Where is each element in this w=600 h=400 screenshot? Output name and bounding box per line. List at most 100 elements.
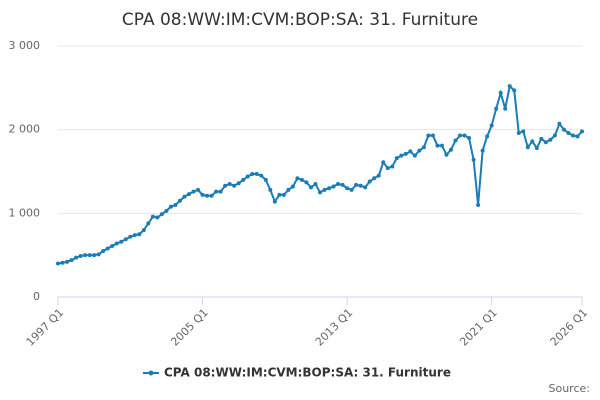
point — [381, 160, 386, 165]
point — [575, 134, 580, 139]
x-tick-label: 2005 Q1 — [168, 306, 211, 349]
legend-marker — [148, 370, 154, 376]
point — [286, 187, 291, 192]
point — [426, 133, 431, 138]
point — [376, 173, 381, 178]
point — [417, 148, 422, 153]
point — [191, 189, 196, 194]
point — [128, 234, 133, 239]
point — [336, 182, 341, 187]
y-tick-label: 3 000 — [9, 39, 41, 52]
point — [512, 88, 517, 93]
point — [74, 255, 79, 260]
point — [150, 214, 155, 219]
point — [241, 177, 246, 182]
point — [146, 221, 151, 226]
point — [385, 166, 390, 171]
point — [227, 182, 232, 187]
point — [412, 153, 417, 158]
point — [65, 259, 70, 264]
point — [498, 90, 503, 95]
point — [489, 123, 494, 128]
point — [92, 253, 97, 258]
point — [78, 254, 83, 259]
point — [141, 228, 146, 233]
point — [354, 182, 359, 187]
point — [331, 184, 336, 189]
point — [159, 212, 164, 217]
point — [561, 127, 566, 132]
point — [390, 164, 395, 169]
point — [299, 177, 304, 182]
x-tick-label: 2026 Q1 — [548, 306, 591, 349]
point — [557, 121, 562, 126]
point — [110, 243, 115, 248]
point — [327, 186, 332, 191]
point — [304, 180, 309, 185]
point — [521, 129, 526, 134]
point — [485, 134, 490, 139]
point — [277, 192, 282, 197]
point — [105, 246, 110, 251]
point — [439, 143, 444, 148]
point — [543, 140, 548, 145]
point — [363, 185, 368, 190]
y-tick-label: 0 — [33, 290, 40, 303]
point — [69, 258, 74, 263]
point — [56, 261, 60, 266]
point — [449, 147, 453, 152]
point — [358, 183, 363, 188]
point — [295, 176, 300, 181]
point — [408, 149, 413, 154]
point — [218, 189, 223, 194]
point — [435, 143, 440, 148]
point — [137, 232, 142, 237]
point — [214, 189, 219, 194]
point — [516, 131, 521, 136]
point — [177, 198, 182, 203]
point — [232, 183, 237, 188]
point — [318, 190, 322, 195]
y-tick-label: 1 000 — [9, 206, 41, 219]
point — [503, 106, 508, 111]
point — [394, 156, 399, 161]
point — [458, 133, 463, 138]
point — [187, 192, 191, 197]
y-tick-label: 2 000 — [9, 123, 41, 136]
point — [101, 248, 106, 253]
point — [123, 237, 128, 242]
point — [87, 253, 92, 258]
chart-title: CPA 08:WW:IM:CVM:BOP:SA: 31. Furniture — [122, 10, 478, 30]
point — [467, 136, 472, 141]
point — [530, 139, 535, 144]
point — [272, 199, 277, 204]
point — [155, 215, 160, 220]
point — [367, 179, 372, 184]
point — [254, 172, 259, 177]
point — [268, 187, 273, 192]
point — [132, 233, 137, 238]
point — [164, 208, 169, 213]
point — [259, 173, 264, 178]
point — [236, 181, 241, 186]
point — [205, 193, 210, 198]
point — [308, 185, 313, 190]
point — [250, 172, 255, 177]
point — [322, 187, 327, 192]
source: Source: — [549, 382, 591, 395]
point — [421, 145, 426, 150]
point — [196, 187, 201, 192]
point — [552, 133, 557, 138]
x-tick-label: 1997 Q1 — [24, 306, 67, 349]
point — [209, 193, 214, 198]
point — [566, 131, 571, 136]
point — [313, 182, 318, 187]
point — [480, 148, 485, 153]
point — [281, 192, 286, 197]
point — [168, 204, 173, 209]
point — [580, 129, 584, 134]
point — [182, 194, 187, 199]
point — [570, 133, 575, 138]
point — [534, 146, 539, 151]
